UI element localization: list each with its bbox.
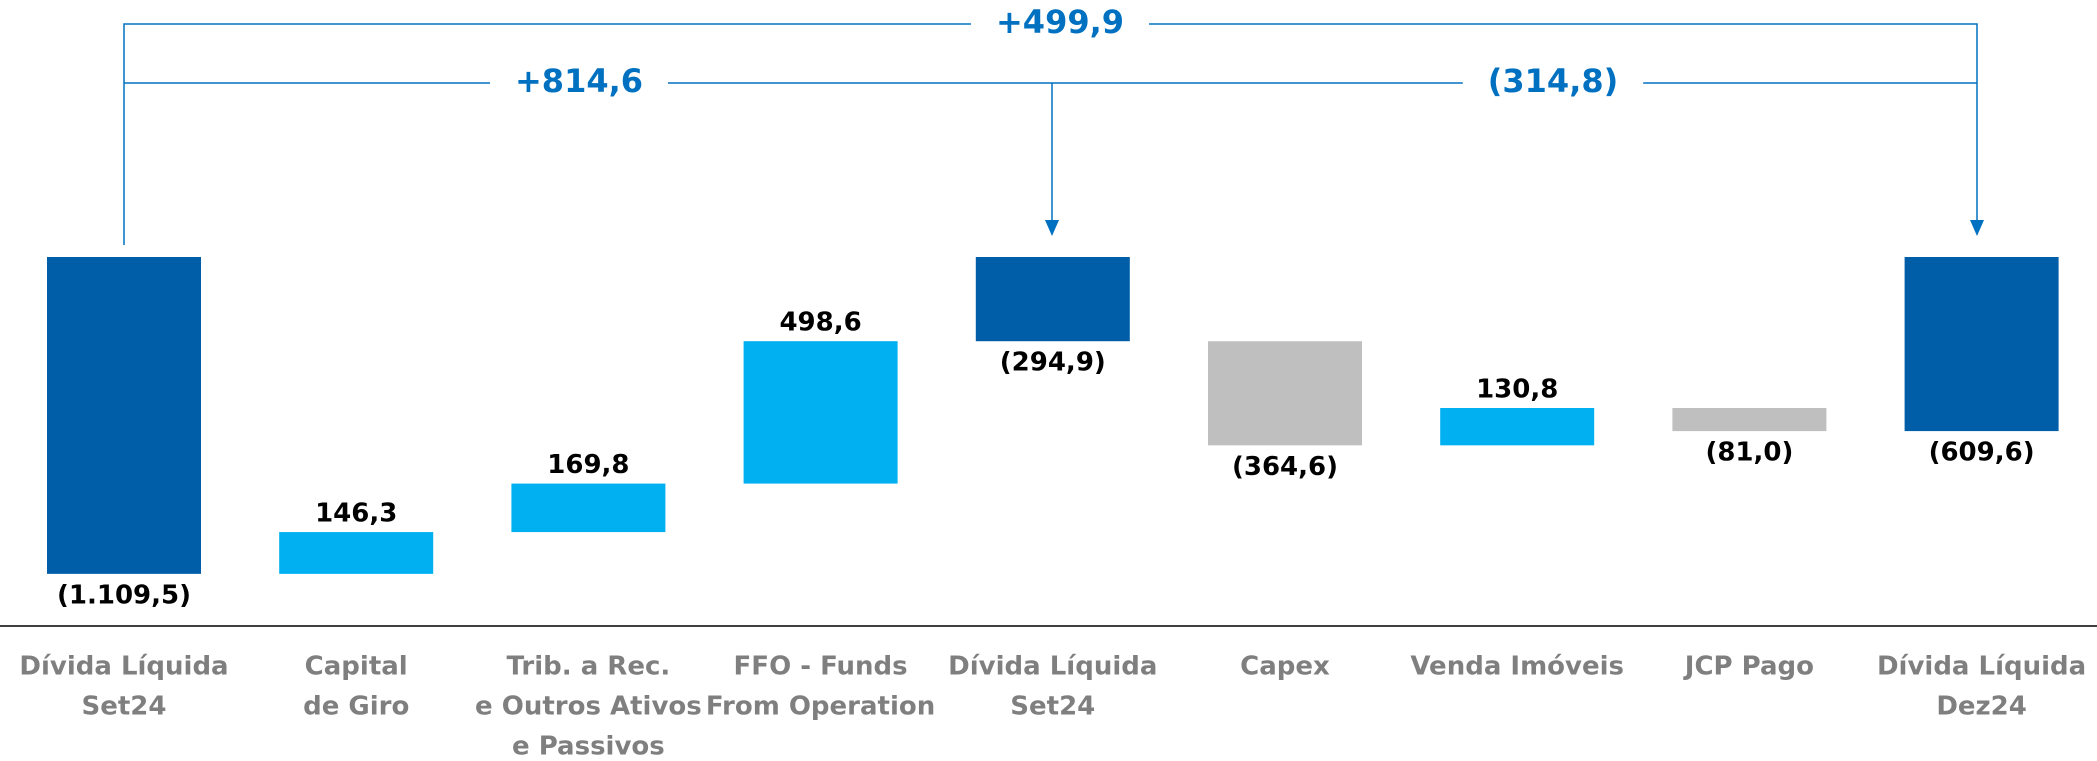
x-tick-label: Dívida Líquida <box>1877 652 2086 682</box>
x-tick-label: Dívida Líquida <box>19 652 228 682</box>
value-label: 130,8 <box>1476 374 1558 404</box>
bar <box>1208 341 1362 446</box>
annotation: (314,8) <box>1488 62 1618 100</box>
bar <box>511 483 666 533</box>
arrow-head <box>1045 220 1059 236</box>
x-tick-label: e Passivos <box>512 732 665 761</box>
label-gap <box>489 62 669 100</box>
x-tick-label: Dez24 <box>1936 692 2027 722</box>
bracket <box>123 23 1978 245</box>
x-tick-label: e Outros Ativos <box>475 692 702 722</box>
bar <box>975 257 1130 342</box>
value-label: 498,6 <box>779 308 861 338</box>
label-gap <box>970 3 1150 41</box>
arrow-head <box>1970 220 1984 236</box>
value-label: 146,3 <box>315 499 397 529</box>
x-tick-label: Trib. a Rec. <box>507 652 671 682</box>
value-label: (1.109,5) <box>57 580 191 610</box>
x-tick-label: Set24 <box>1010 692 1095 722</box>
x-tick-label: FFO - Funds <box>734 652 908 682</box>
x-tick-label: From Operation <box>706 692 935 722</box>
value-label: (364,6) <box>1232 452 1338 482</box>
x-tick-label: Venda Imóveis <box>1410 652 1624 682</box>
value-label: 169,8 <box>547 450 629 480</box>
bar <box>279 532 434 574</box>
x-tick-label: Capital <box>305 652 408 682</box>
value-label: (609,6) <box>1929 438 2035 468</box>
bar <box>1440 407 1595 446</box>
value-label: (81,0) <box>1705 438 1793 468</box>
x-tick-label: JCP Pago <box>1683 652 1814 682</box>
bar <box>743 341 898 484</box>
value-label: (294,9) <box>1000 348 1106 378</box>
bar <box>1672 407 1827 432</box>
annotation: +499,9 <box>996 3 1124 41</box>
bar <box>47 257 201 574</box>
label-gap <box>1462 62 1644 100</box>
annotation: +814,6 <box>515 62 643 100</box>
x-tick-label: Dívida Líquida <box>948 652 1157 682</box>
bar <box>1904 257 2059 432</box>
x-tick-label: Set24 <box>82 692 167 722</box>
x-tick-label: de Giro <box>303 692 409 722</box>
x-tick-label: Capex <box>1240 652 1330 682</box>
